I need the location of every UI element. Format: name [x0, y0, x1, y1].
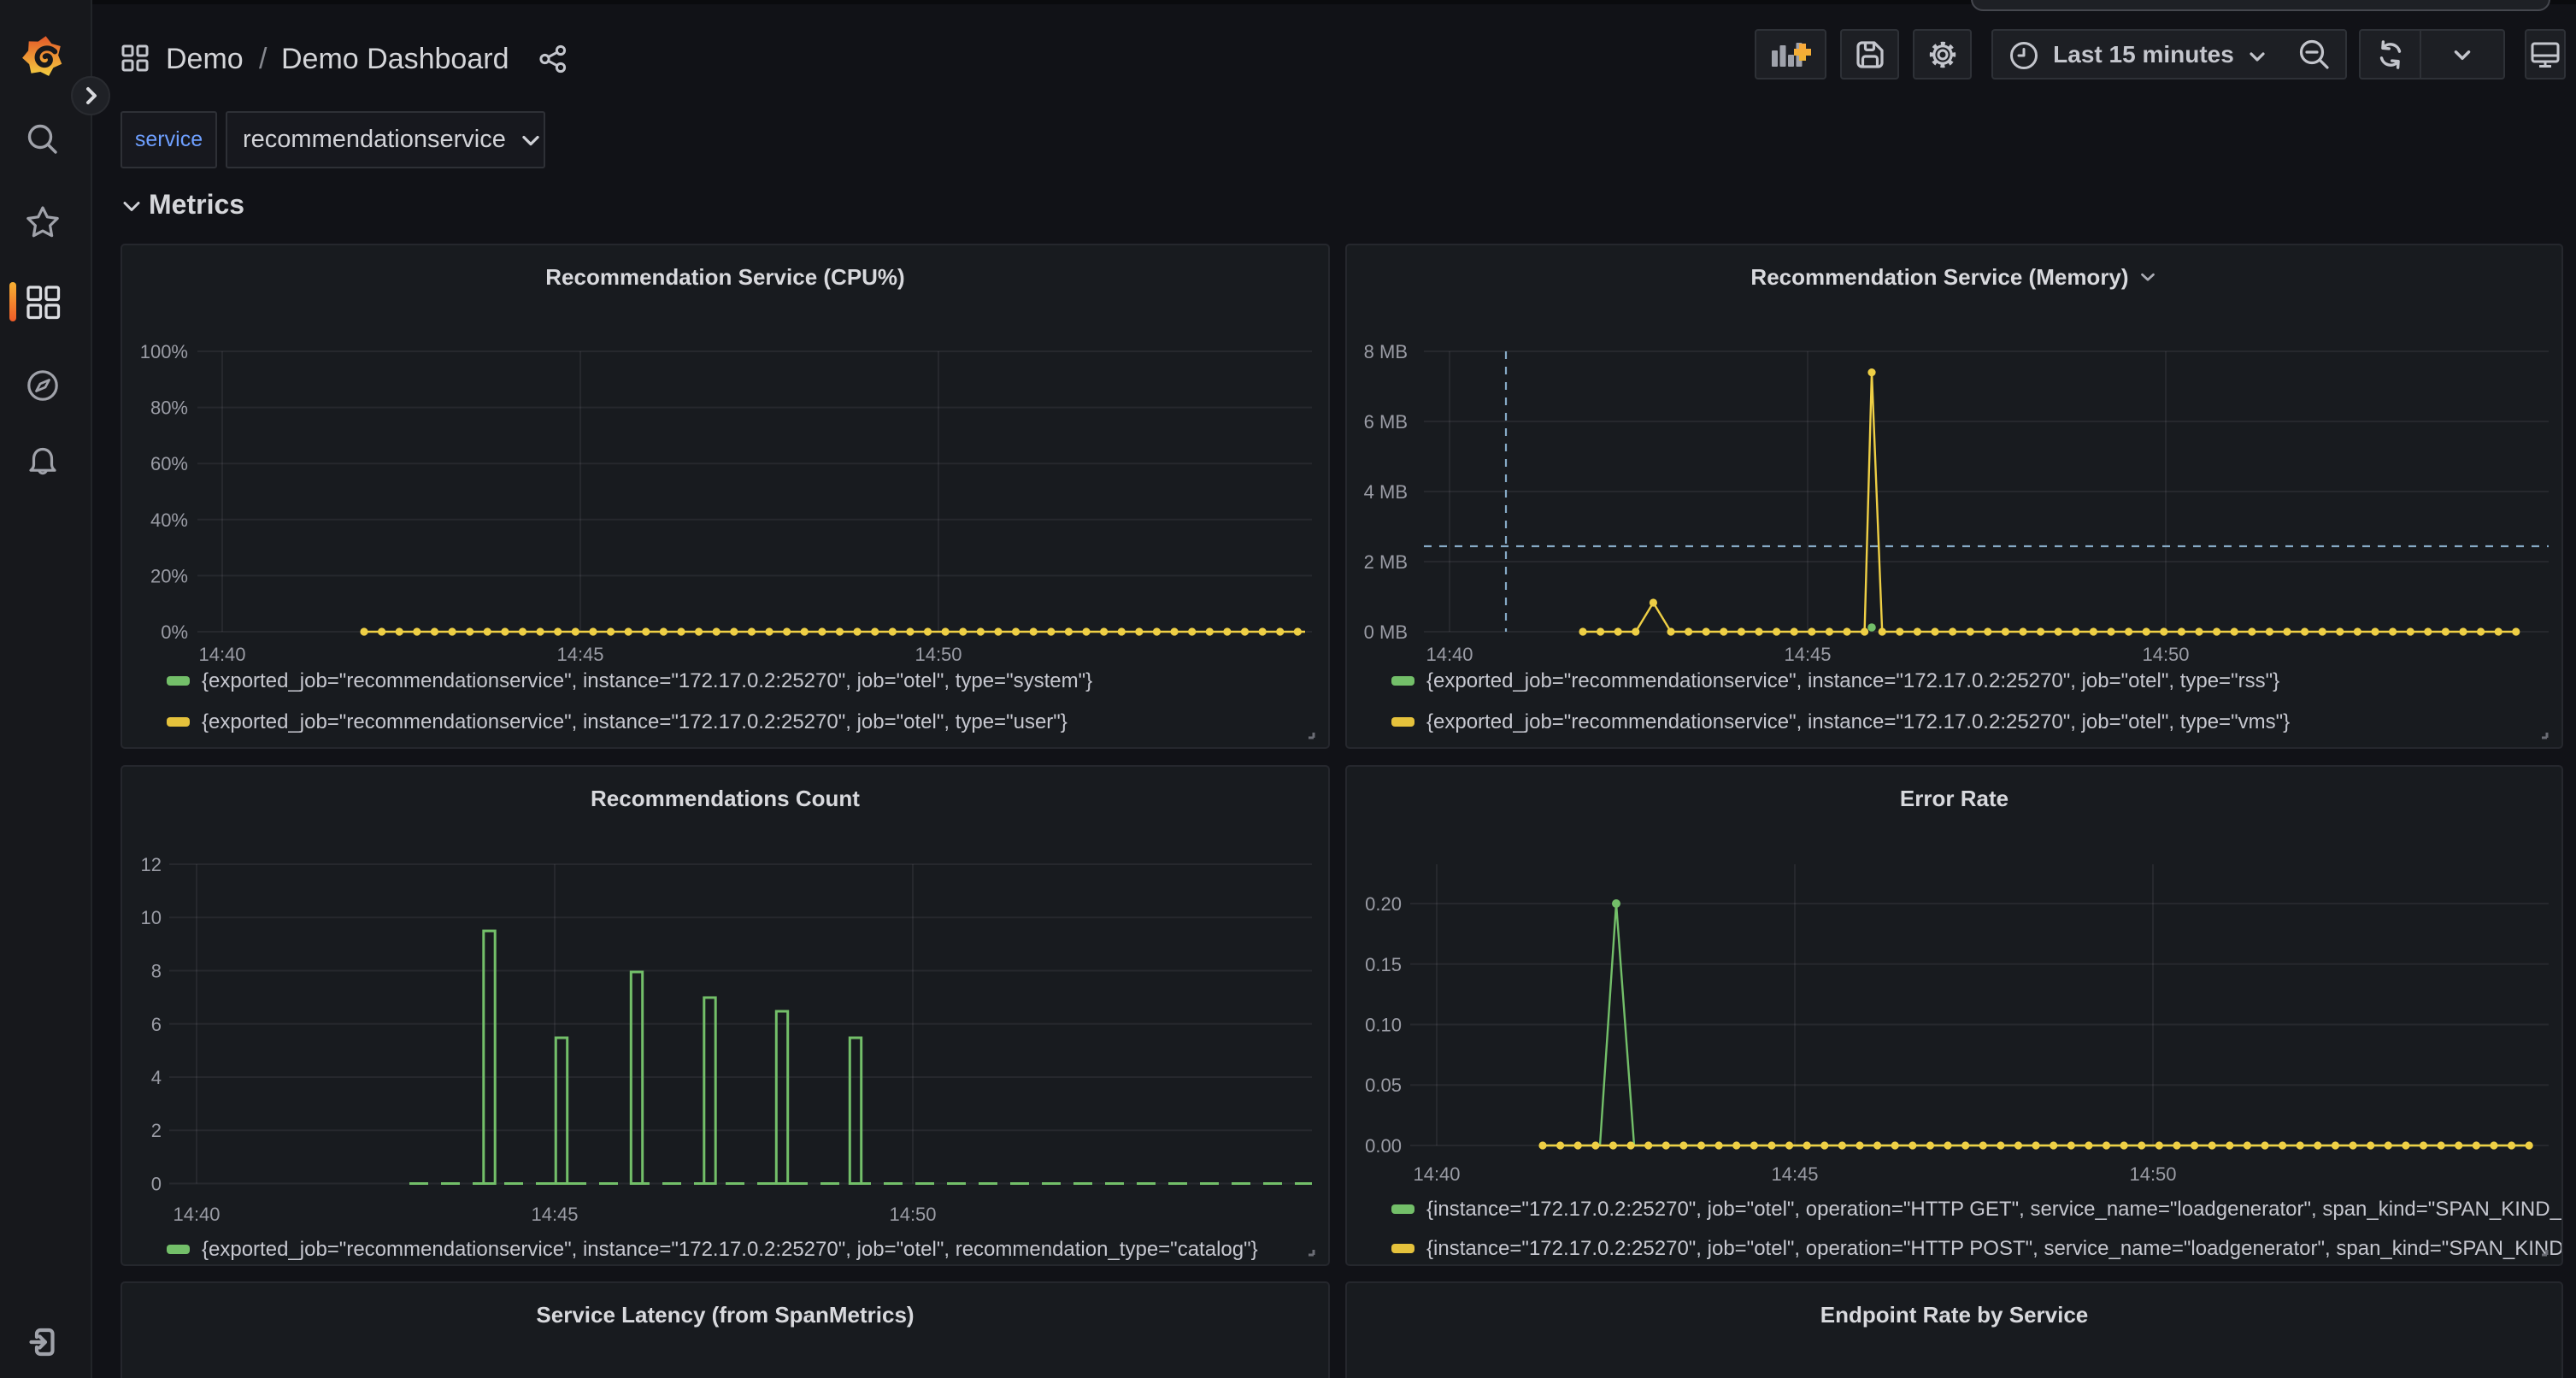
svg-text:14:50: 14:50: [915, 644, 962, 665]
svg-text:6 MB: 6 MB: [1364, 411, 1408, 433]
svg-text:14:45: 14:45: [1771, 1163, 1818, 1185]
svg-text:{instance="172.17.0.2:25270",: {instance="172.17.0.2:25270", job="otel"…: [1426, 1198, 2561, 1221]
svg-text:0.10: 0.10: [1365, 1015, 1402, 1036]
svg-text:8 MB: 8 MB: [1364, 341, 1408, 362]
svg-text:10: 10: [141, 907, 162, 928]
svg-text:6: 6: [151, 1014, 162, 1035]
svg-text:8: 8: [151, 961, 162, 982]
svg-text:14:50: 14:50: [2129, 1163, 2176, 1185]
svg-text:{exported_job="recommendations: {exported_job="recommendationservice", i…: [202, 1238, 1258, 1261]
svg-text:0.05: 0.05: [1365, 1075, 1402, 1096]
svg-text:14:50: 14:50: [889, 1204, 936, 1225]
svg-text:{exported_job="recommendations: {exported_job="recommendationservice", i…: [1426, 669, 2279, 692]
svg-text:12: 12: [141, 854, 162, 875]
svg-text:100%: 100%: [140, 341, 188, 362]
svg-text:0: 0: [151, 1174, 162, 1195]
svg-text:14:40: 14:40: [198, 644, 245, 665]
svg-text:60%: 60%: [150, 453, 188, 474]
svg-text:0.20: 0.20: [1365, 893, 1402, 915]
svg-text:14:50: 14:50: [2142, 644, 2189, 665]
svg-text:14:45: 14:45: [531, 1204, 578, 1225]
svg-text:0%: 0%: [161, 621, 188, 643]
svg-text:{exported_job="recommendations: {exported_job="recommendationservice", i…: [202, 669, 1092, 692]
svg-text:2: 2: [151, 1120, 162, 1141]
svg-text:14:45: 14:45: [556, 644, 603, 665]
svg-text:20%: 20%: [150, 565, 188, 586]
svg-text:14:40: 14:40: [1413, 1163, 1460, 1185]
svg-text:{instance="172.17.0.2:25270",: {instance="172.17.0.2:25270", job="otel"…: [1426, 1237, 2561, 1260]
svg-text:{exported_job="recommendations: {exported_job="recommendationservice", i…: [202, 710, 1067, 733]
svg-text:80%: 80%: [150, 398, 188, 419]
svg-text:4: 4: [151, 1067, 162, 1088]
svg-text:40%: 40%: [150, 509, 188, 531]
svg-text:0.00: 0.00: [1365, 1135, 1402, 1157]
svg-text:14:45: 14:45: [1784, 644, 1831, 665]
svg-text:0 MB: 0 MB: [1364, 621, 1408, 643]
svg-text:{exported_job="recommendations: {exported_job="recommendationservice", i…: [1426, 710, 2290, 733]
svg-text:4 MB: 4 MB: [1364, 481, 1408, 503]
svg-text:14:40: 14:40: [1426, 644, 1473, 665]
svg-text:2 MB: 2 MB: [1364, 551, 1408, 573]
svg-text:0.15: 0.15: [1365, 954, 1402, 975]
svg-text:14:40: 14:40: [173, 1204, 220, 1225]
